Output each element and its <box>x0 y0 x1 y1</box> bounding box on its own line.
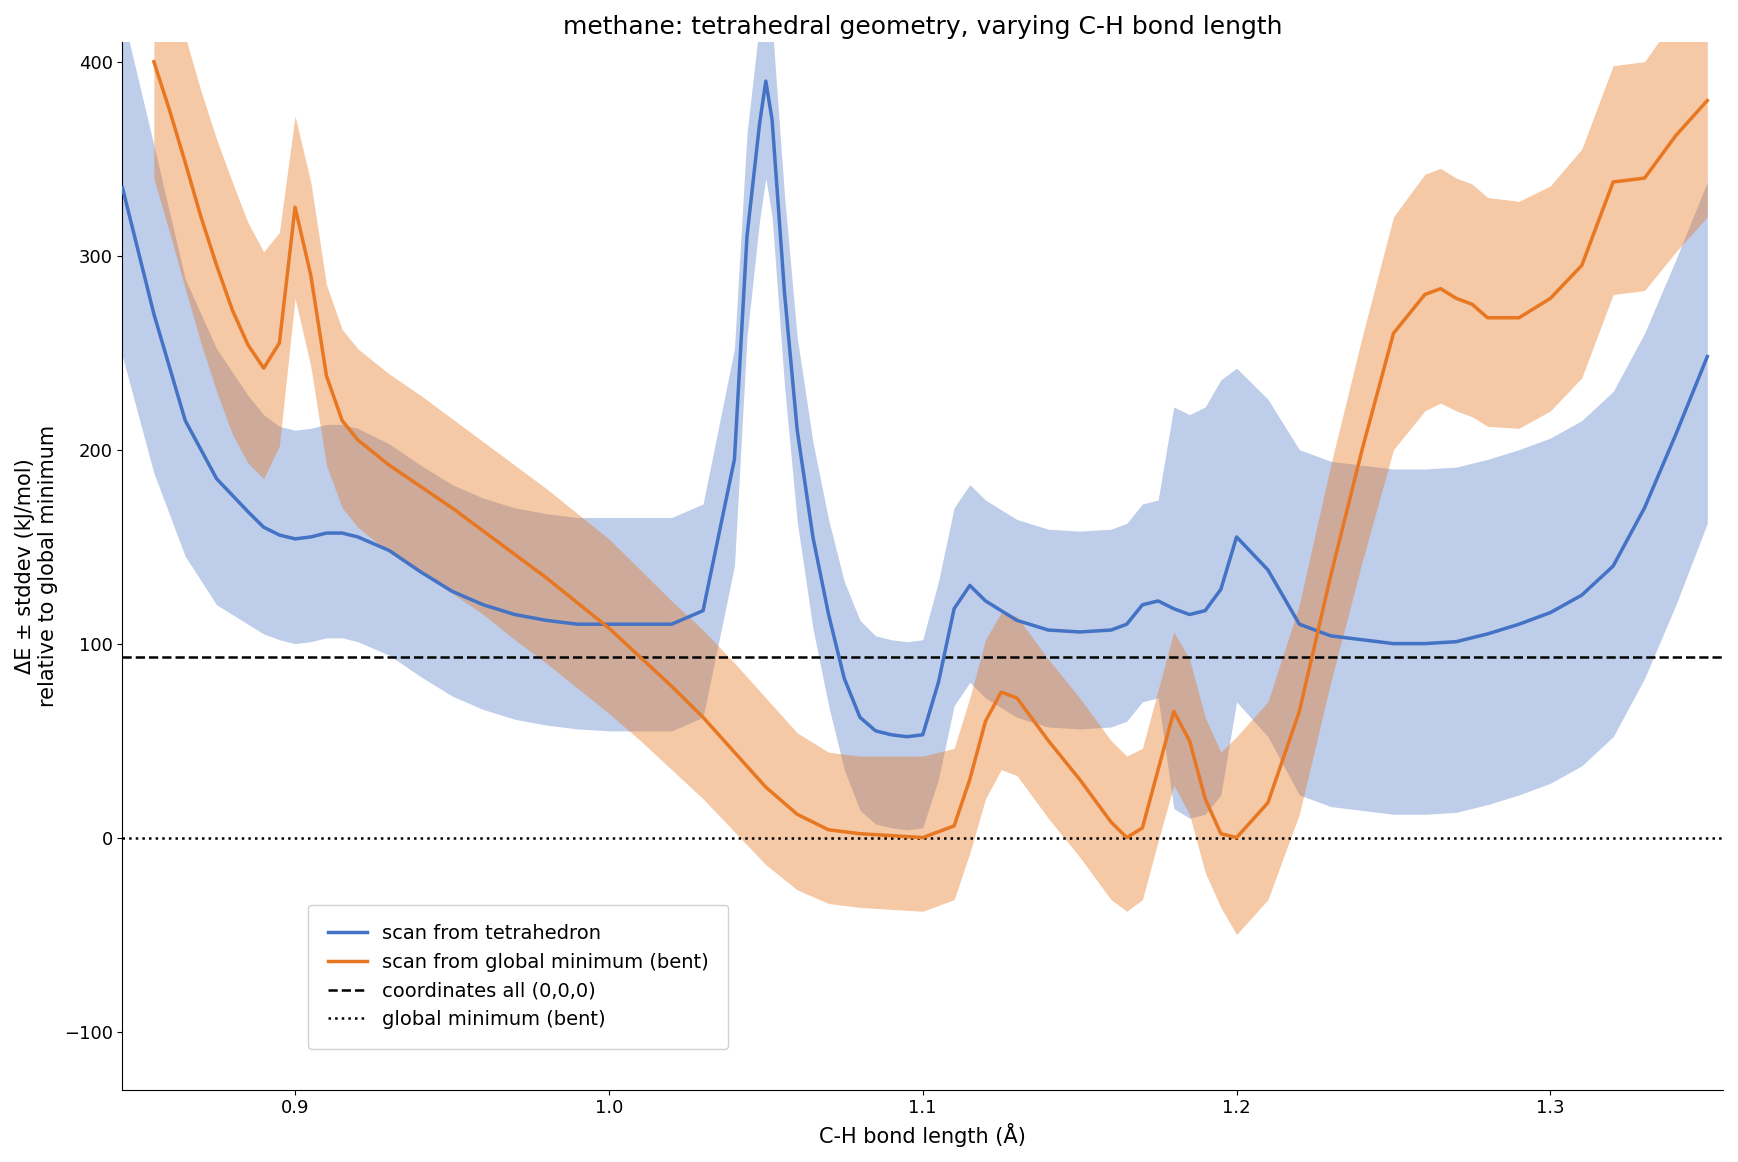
Title: methane: tetrahedral geometry, varying C-H bond length: methane: tetrahedral geometry, varying C… <box>563 15 1283 40</box>
X-axis label: C-H bond length (Å): C-H bond length (Å) <box>819 1122 1025 1147</box>
scan from tetrahedron <box>975 594 996 608</box>
scan from tetrahedron <box>1258 562 1279 576</box>
scan from global minimum (bent) <box>975 715 996 729</box>
scan from global minimum (bent) <box>1696 94 1717 108</box>
scan from global minimum (bent) <box>144 55 165 69</box>
scan from tetrahedron <box>410 565 431 579</box>
scan from global minimum (bent) <box>410 480 431 494</box>
scan from tetrahedron <box>1696 350 1717 364</box>
Line: scan from tetrahedron: scan from tetrahedron <box>122 81 1707 737</box>
Y-axis label: ΔE ± stddev (kJ/mol)
relative to global minimum: ΔE ± stddev (kJ/mol) relative to global … <box>16 425 57 708</box>
scan from global minimum (bent) <box>535 571 556 584</box>
scan from global minimum (bent) <box>787 808 808 822</box>
scan from global minimum (bent) <box>1634 171 1655 185</box>
scan from global minimum (bent) <box>1462 297 1483 311</box>
scan from tetrahedron <box>111 181 132 195</box>
scan from tetrahedron <box>254 521 275 535</box>
scan from tetrahedron <box>348 530 368 544</box>
scan from tetrahedron <box>897 730 918 744</box>
scan from tetrahedron <box>756 74 777 88</box>
Legend: scan from tetrahedron, scan from global minimum (bent), coordinates all (0,0,0),: scan from tetrahedron, scan from global … <box>308 904 728 1048</box>
scan from global minimum (bent) <box>912 831 933 845</box>
scan from tetrahedron <box>1665 428 1686 442</box>
Line: scan from global minimum (bent): scan from global minimum (bent) <box>155 62 1707 838</box>
